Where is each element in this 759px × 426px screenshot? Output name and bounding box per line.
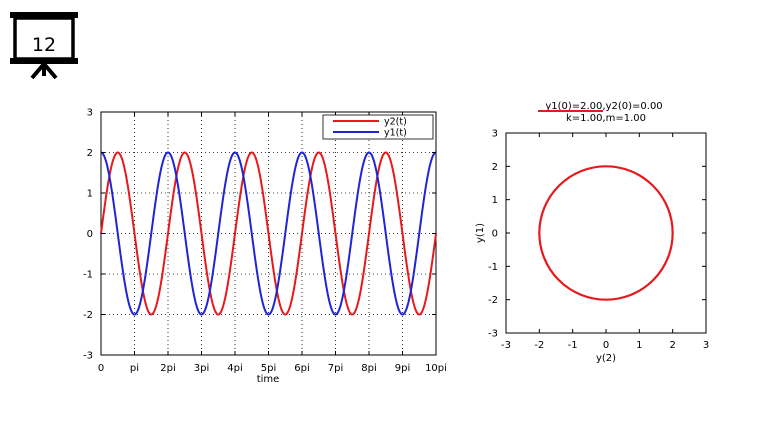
x-tick-label: 3pi — [194, 363, 210, 374]
phase-x-tick-label: 2 — [669, 340, 675, 351]
phase-chart-x-axis-title: y(2) — [596, 353, 616, 364]
presentation-board-icon — [10, 12, 78, 80]
time-chart-x-ticks: 0 pi 2pi 3pi 4pi 5pi 6pi 7pi 8pi 9pi 10pi — [98, 112, 447, 374]
phase-x-tick-label: 3 — [703, 340, 709, 351]
legend-label-y1: y1(t) — [384, 128, 407, 139]
time-chart-x-axis-title: time — [257, 374, 280, 385]
phase-chart-x-ticks: -3 -2 -1 0 1 2 3 — [501, 133, 709, 351]
x-tick-label: 4pi — [227, 363, 243, 374]
phase-chart-series — [538, 165, 674, 301]
time-plot-area: 0 pi 2pi 3pi 4pi 5pi 6pi 7pi 8pi 9pi 10pi 3 2 1 0 -1 -2… — [83, 108, 447, 386]
phase-chart-title-line1: y1(0)=2.00,y2(0)=0.00 — [545, 101, 662, 112]
x-tick-label: pi — [130, 363, 139, 374]
phase-x-tick-label: 1 — [636, 340, 642, 351]
phase-y-tick-label: -3 — [488, 329, 498, 340]
series-line-y1t — [100, 151, 437, 316]
x-tick-label: 9pi — [395, 363, 411, 374]
phase-y-tick-label: -1 — [488, 262, 498, 273]
x-tick-label: 2pi — [160, 363, 176, 374]
phase-y-tick-label: -2 — [488, 295, 498, 306]
y-tick-label: 1 — [87, 189, 93, 200]
phase-chart-title-line2: k=1.00,m=1.00 — [566, 113, 646, 124]
phase-plot-chart: y1(0)=2.00,y2(0)=0.00 k=1.00,m=1.00 -3 -2… — [475, 101, 709, 364]
x-tick-label: 5pi — [261, 363, 277, 374]
x-tick-label: 0 — [98, 363, 104, 374]
x-tick-label: 8pi — [361, 363, 377, 374]
y-tick-label: 3 — [87, 108, 93, 119]
y-tick-label: 2 — [87, 148, 93, 159]
phase-x-tick-label: 0 — [603, 340, 609, 351]
phase-y-tick-label: 2 — [492, 162, 498, 173]
phase-x-tick-label: -1 — [568, 340, 578, 351]
phase-y-tick-label: 1 — [492, 195, 498, 206]
y-tick-label: -2 — [83, 310, 93, 321]
legend-label-y2: y2(t) — [384, 117, 407, 128]
time-chart-y-ticks: 3 2 1 0 -1 -2 -3 — [83, 108, 436, 362]
y-tick-label: 0 — [87, 229, 93, 240]
time-chart-series — [100, 151, 437, 316]
phase-chart-y-axis-title: y(1) — [475, 223, 486, 243]
y-tick-label: -3 — [83, 351, 93, 362]
y-tick-label: -1 — [83, 270, 93, 281]
slide-badge: 12 — [8, 10, 80, 80]
phase-x-tick-label: -2 — [534, 340, 544, 351]
phase-y-tick-label: 3 — [492, 129, 498, 140]
phase-x-tick-label: -3 — [501, 340, 511, 351]
phase-trajectory-circle — [538, 165, 674, 301]
x-tick-label: 10pi — [425, 363, 447, 374]
phase-chart-y-ticks: 3 2 1 0 -1 -2 -3 — [488, 129, 706, 340]
time-chart-legend: y2(t) y1(t) — [322, 114, 434, 140]
phase-y-tick-label: 0 — [492, 229, 498, 240]
slide-number: 12 — [31, 34, 57, 56]
x-tick-label: 6pi — [294, 363, 310, 374]
series-line-y2t — [100, 151, 437, 316]
x-tick-label: 7pi — [328, 363, 344, 374]
